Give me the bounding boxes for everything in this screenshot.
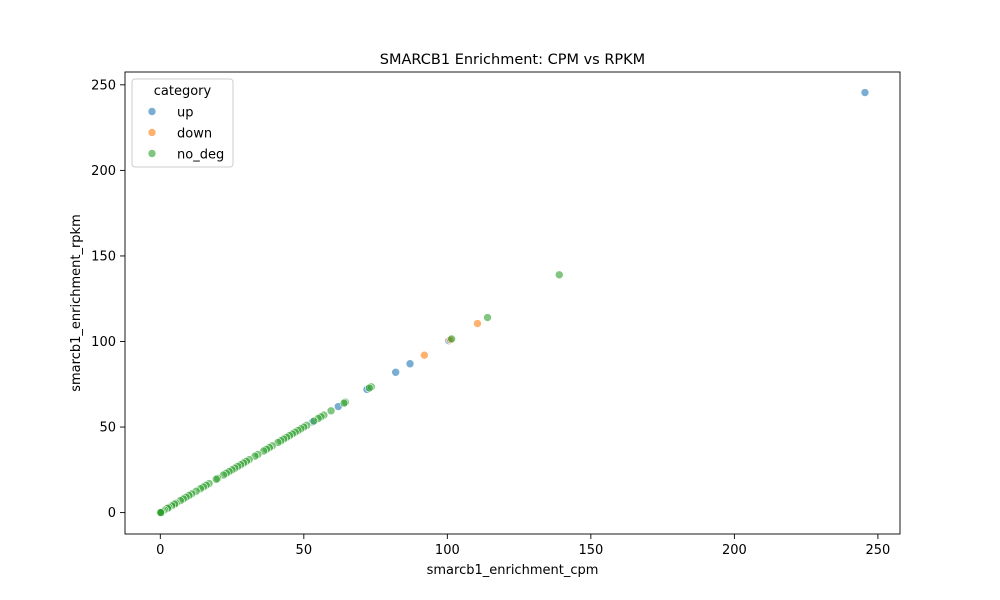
legend-label-down: down (177, 127, 212, 142)
x-tick-label-2: 100 (435, 543, 460, 558)
data-points (156, 88, 870, 517)
data-point-down-0 (473, 319, 482, 328)
x-axis-label: smarcb1_enrichment_cpm (427, 563, 599, 578)
legend: category up down no_deg (131, 78, 234, 168)
legend-items: up down no_deg (147, 106, 224, 163)
y-axis-ticks: 0 50 100 150 200 250 (91, 78, 125, 521)
y-tick-label-1: 50 (99, 421, 116, 436)
legend-marker-no_deg (147, 149, 157, 158)
legend-label-no_deg: no_deg (177, 148, 224, 163)
data-point-no_deg-4 (364, 383, 374, 393)
data-point-no_deg-2 (447, 334, 456, 344)
legend-marker-down (147, 128, 157, 137)
legend-title: category (154, 84, 212, 99)
data-point-up-2 (391, 367, 400, 377)
y-axis-label: smarcb1_enrichment_rpkm (69, 214, 84, 392)
y-tick-label-3: 150 (91, 249, 116, 264)
x-tick-label-1: 50 (296, 543, 313, 558)
data-point-no_deg-0 (554, 270, 564, 280)
data-point-no_deg-11 (309, 416, 319, 426)
y-tick-label-5: 250 (91, 78, 116, 93)
data-point-no_deg-61 (156, 508, 166, 517)
y-tick-label-0: 0 (108, 506, 116, 521)
data-point-down-1 (420, 350, 429, 360)
x-tick-label-5: 250 (865, 543, 890, 558)
x-tick-label-3: 150 (578, 543, 603, 558)
y-tick-label-2: 100 (91, 335, 116, 350)
legend-label-up: up (177, 106, 194, 121)
data-point-no_deg-6 (339, 398, 349, 408)
data-point-up-0 (860, 88, 870, 97)
x-tick-label-0: 0 (156, 543, 164, 558)
data-point-no_deg-1 (483, 313, 492, 322)
data-point-no_deg-40 (211, 474, 221, 484)
chart-title: SMARCB1 Enrichment: CPM vs RPKM (380, 52, 645, 68)
x-tick-label-4: 200 (722, 543, 747, 558)
legend-box (131, 78, 234, 168)
data-point-no_deg-7 (326, 406, 336, 416)
plot-frame (124, 71, 901, 535)
data-point-up-1 (405, 359, 415, 369)
x-axis-ticks: 0 50 100 150 200 250 (156, 534, 890, 558)
legend-marker-up (147, 107, 157, 116)
y-tick-label-4: 200 (91, 164, 116, 179)
